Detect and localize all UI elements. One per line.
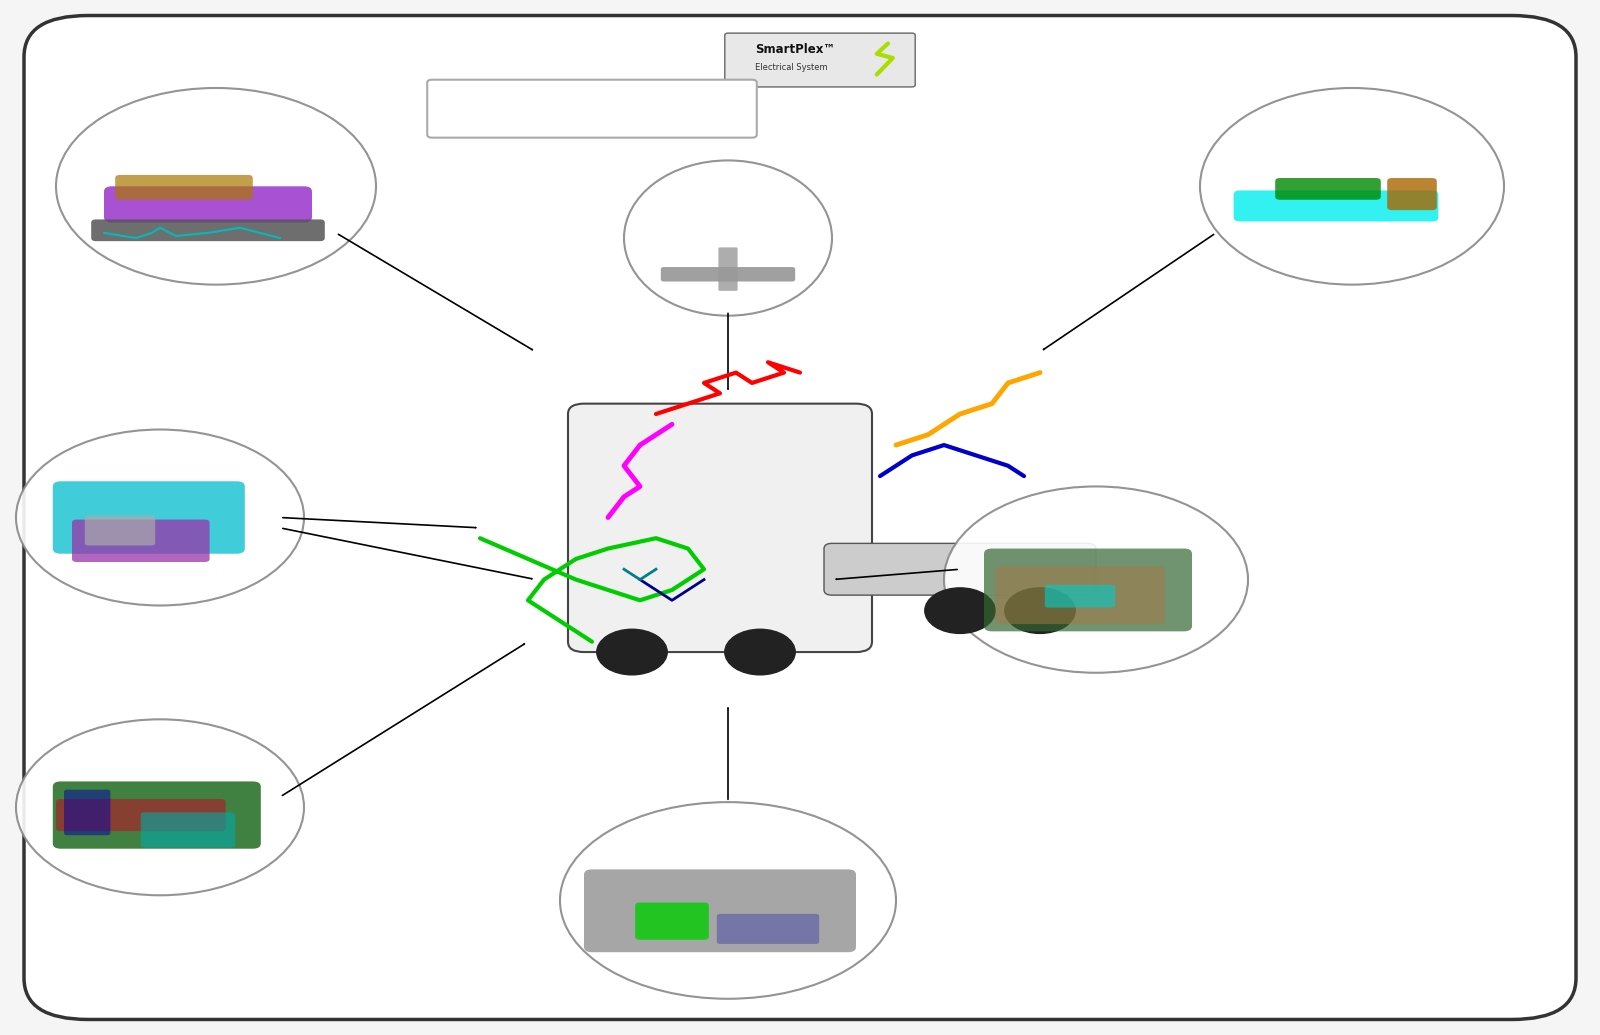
FancyBboxPatch shape bbox=[718, 247, 738, 291]
FancyBboxPatch shape bbox=[72, 520, 210, 562]
Circle shape bbox=[925, 588, 995, 633]
FancyBboxPatch shape bbox=[717, 914, 819, 944]
Circle shape bbox=[597, 629, 667, 675]
Ellipse shape bbox=[16, 430, 304, 605]
FancyBboxPatch shape bbox=[64, 790, 110, 835]
Ellipse shape bbox=[944, 486, 1248, 673]
FancyBboxPatch shape bbox=[24, 16, 1576, 1019]
FancyBboxPatch shape bbox=[91, 219, 325, 241]
FancyBboxPatch shape bbox=[661, 267, 795, 282]
FancyBboxPatch shape bbox=[53, 781, 261, 849]
FancyBboxPatch shape bbox=[427, 80, 757, 138]
FancyBboxPatch shape bbox=[104, 186, 312, 223]
FancyBboxPatch shape bbox=[568, 404, 872, 652]
Circle shape bbox=[1005, 588, 1075, 633]
Ellipse shape bbox=[560, 802, 896, 999]
FancyBboxPatch shape bbox=[824, 543, 1096, 595]
FancyBboxPatch shape bbox=[53, 481, 245, 554]
Ellipse shape bbox=[624, 160, 832, 316]
Circle shape bbox=[725, 629, 795, 675]
Text: Electrical System: Electrical System bbox=[755, 63, 827, 71]
Text: SmartPlex™: SmartPlex™ bbox=[755, 43, 835, 56]
FancyBboxPatch shape bbox=[1045, 585, 1115, 608]
FancyBboxPatch shape bbox=[85, 515, 155, 545]
FancyBboxPatch shape bbox=[1275, 178, 1381, 200]
FancyBboxPatch shape bbox=[115, 175, 253, 200]
FancyBboxPatch shape bbox=[1234, 190, 1438, 221]
Ellipse shape bbox=[56, 88, 376, 285]
FancyBboxPatch shape bbox=[984, 549, 1192, 631]
FancyBboxPatch shape bbox=[1387, 178, 1437, 210]
FancyBboxPatch shape bbox=[141, 812, 235, 848]
FancyBboxPatch shape bbox=[635, 903, 709, 940]
Ellipse shape bbox=[1200, 88, 1504, 285]
FancyBboxPatch shape bbox=[584, 869, 856, 952]
FancyBboxPatch shape bbox=[725, 33, 915, 87]
FancyBboxPatch shape bbox=[56, 799, 226, 831]
Ellipse shape bbox=[16, 719, 304, 895]
FancyBboxPatch shape bbox=[995, 566, 1165, 624]
